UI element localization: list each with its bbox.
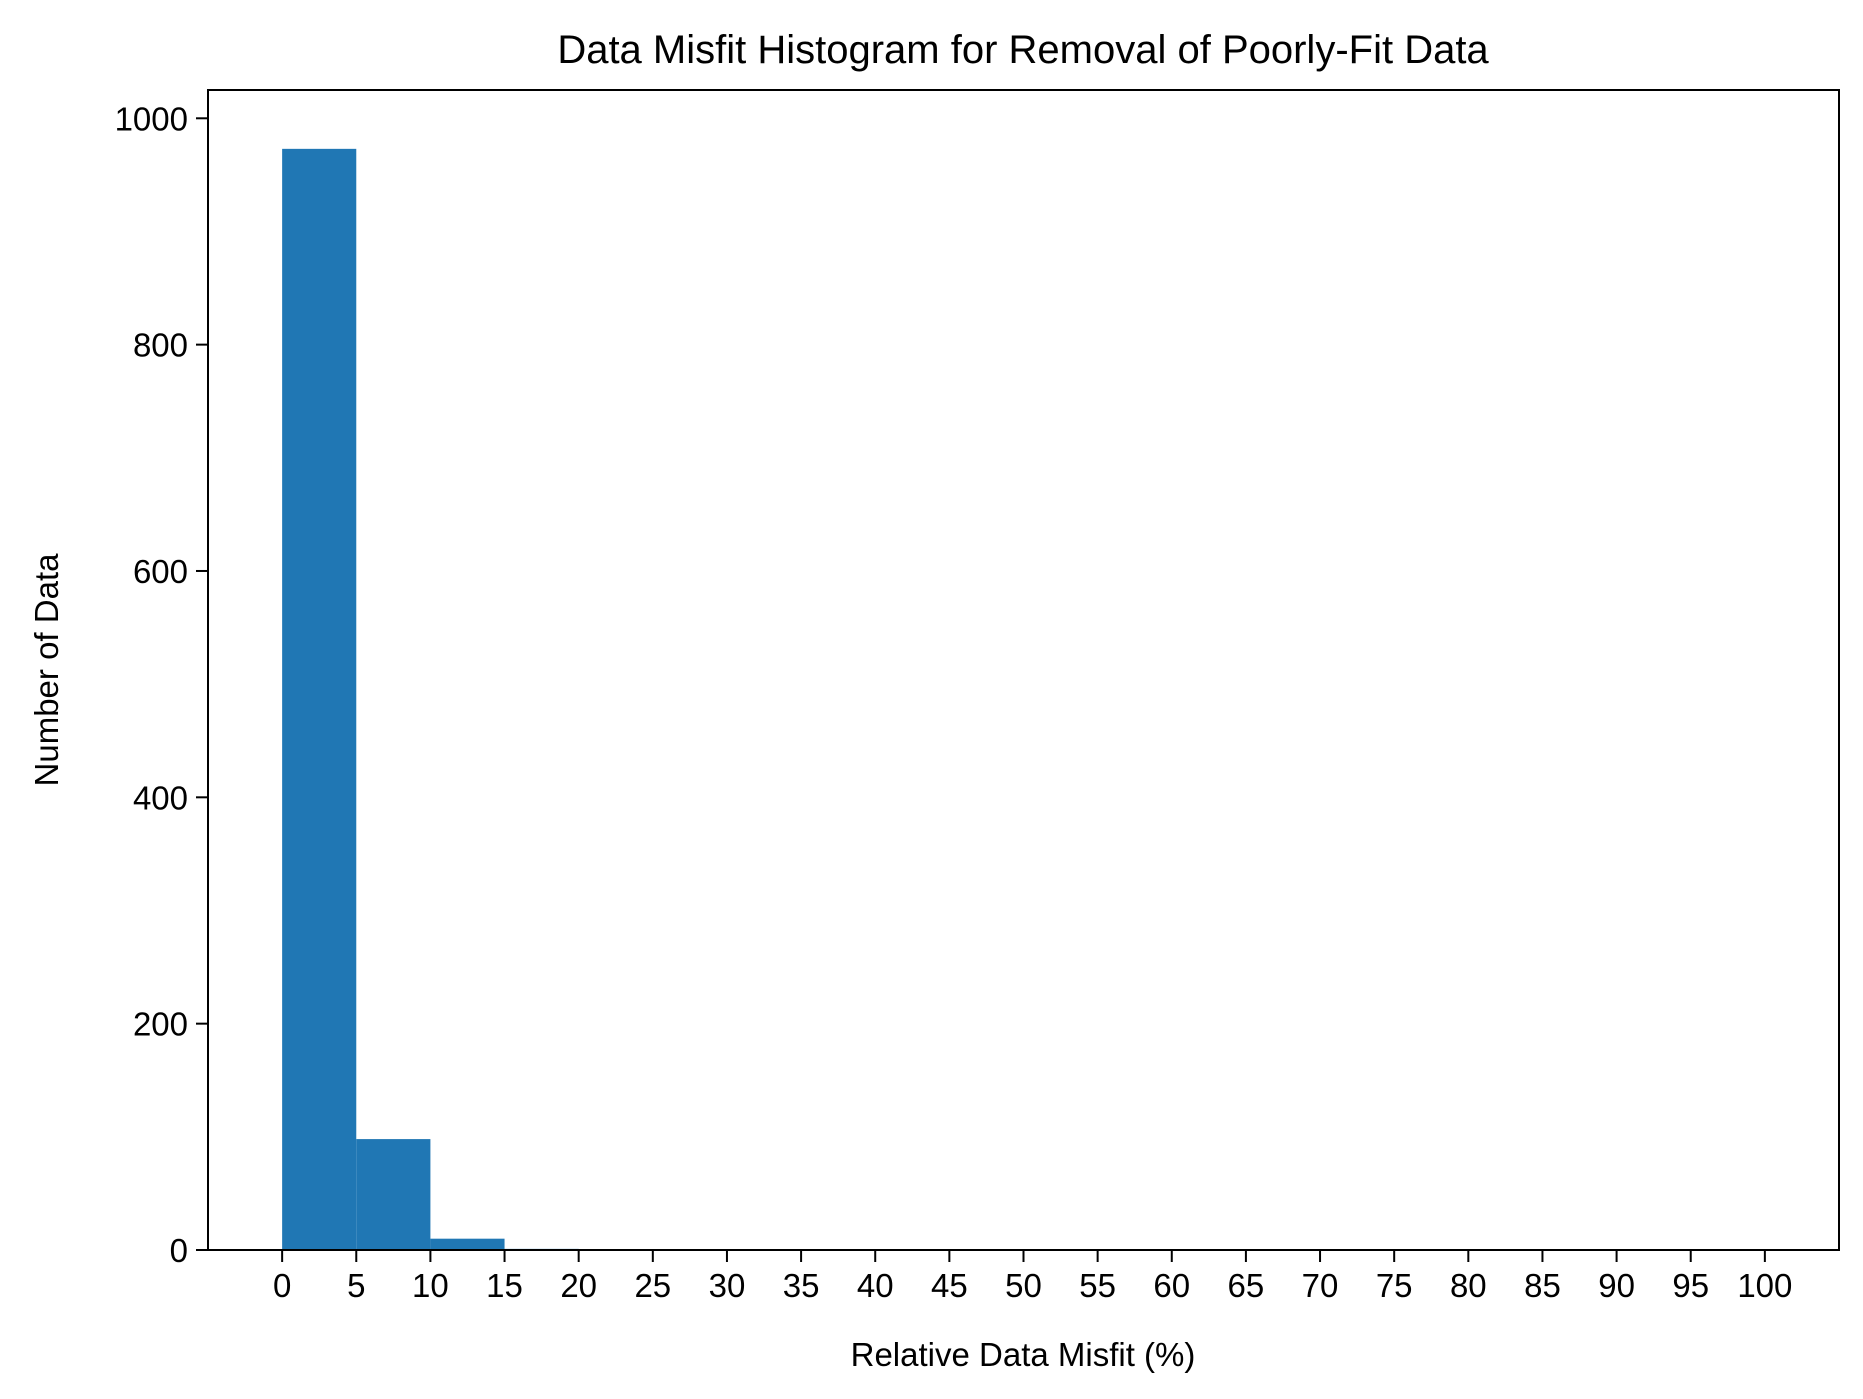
x-tick-label: 15 [486,1267,523,1304]
x-tick-label: 95 [1672,1267,1709,1304]
y-tick-label: 400 [133,779,188,816]
x-tick-label: 75 [1376,1267,1413,1304]
histogram-bar [356,1139,431,1250]
x-axis-label: Relative Data Misfit (%) [851,1336,1196,1373]
x-tick-label: 65 [1228,1267,1265,1304]
x-tick-label: 90 [1598,1267,1635,1304]
x-tick-label: 40 [857,1267,894,1304]
x-tick-label: 50 [1005,1267,1042,1304]
x-tick-label: 35 [783,1267,820,1304]
y-tick-label: 0 [170,1232,188,1269]
y-tick-label: 1000 [115,100,188,137]
chart-title: Data Misfit Histogram for Removal of Poo… [557,28,1489,72]
x-tick-label: 60 [1153,1267,1190,1304]
x-tick-label: 45 [931,1267,968,1304]
x-tick-label: 20 [560,1267,597,1304]
y-tick-label: 800 [133,327,188,364]
y-axis-ticks: 0 200 400 600 800 1000 [115,100,208,1269]
x-tick-label: 85 [1524,1267,1561,1304]
x-tick-label: 100 [1737,1267,1792,1304]
x-tick-label: 80 [1450,1267,1487,1304]
y-axis-label: Number of Data [28,553,65,787]
x-tick-label: 25 [634,1267,671,1304]
x-tick-label: 0 [273,1267,291,1304]
y-tick-label: 200 [133,1006,188,1043]
bars-group [282,148,579,1251]
x-tick-label: 5 [347,1267,365,1304]
x-tick-label: 10 [412,1267,449,1304]
histogram-bar [430,1238,505,1250]
x-axis-ticks: 0 5 10 15 20 25 30 35 40 45 50 55 60 65 70 75 80 85 90 95 10… [273,1250,1792,1304]
x-tick-label: 55 [1079,1267,1116,1304]
y-tick-label: 600 [133,553,188,590]
x-tick-label: 30 [709,1267,746,1304]
x-tick-label: 70 [1302,1267,1339,1304]
histogram-bar [282,148,357,1251]
